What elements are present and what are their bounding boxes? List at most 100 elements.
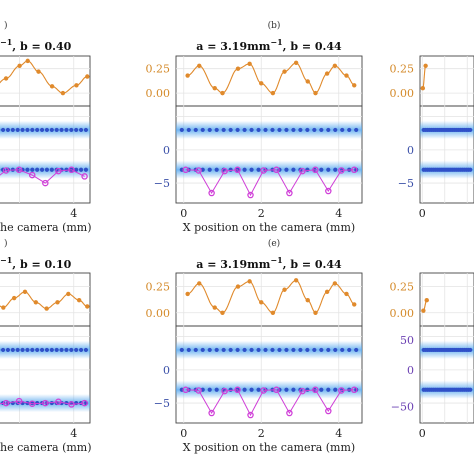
blue-data-point	[39, 347, 45, 353]
panel-label: )	[4, 20, 8, 31]
blue-data-point	[200, 127, 205, 133]
blue-data-point	[207, 127, 212, 133]
x-tick-label: 0	[180, 207, 187, 220]
blue-data-point	[20, 347, 25, 353]
top-subplot-frame	[419, 55, 474, 107]
orange-data-point	[220, 90, 225, 96]
title-part: , b = 0.10	[12, 258, 71, 271]
title-part: , b = 0.40	[12, 40, 71, 53]
magenta-data-point	[182, 386, 189, 394]
blue-data-point	[78, 167, 84, 172]
blue-data-point	[298, 347, 303, 353]
orange-data-point	[282, 287, 287, 292]
blue-data-point	[228, 127, 233, 133]
blue-data-point	[186, 127, 191, 133]
blue-band	[176, 120, 362, 139]
blue-data-point	[69, 127, 74, 133]
magenta-data-point	[247, 411, 254, 419]
blue-data-point	[249, 347, 254, 353]
blue-data-point	[221, 347, 226, 353]
orange-data-point	[220, 310, 225, 315]
blue-data-point	[319, 127, 324, 133]
blue-data-point	[49, 400, 54, 406]
orange-fit-line	[0, 291, 88, 310]
magenta-data-point	[195, 387, 202, 394]
blue-data-point	[242, 127, 247, 133]
x-tick-label: 0	[419, 427, 426, 440]
orange-data-point	[293, 278, 299, 283]
blue-data-point	[200, 347, 205, 353]
magenta-data-point	[2, 167, 10, 174]
blue-data-point	[291, 167, 296, 172]
magenta-data-point	[15, 397, 23, 405]
magenta-data-point	[68, 166, 75, 174]
blue-data-point	[54, 127, 59, 133]
blue-data-point	[263, 347, 268, 353]
blue-data-point	[83, 347, 89, 353]
blue-data-point	[242, 167, 247, 172]
y-tick-label-top: 0.25	[146, 63, 171, 76]
blue-data-point	[15, 347, 20, 353]
magenta-data-point	[208, 409, 215, 417]
y-tick-label-bottom: 0	[407, 144, 414, 157]
blue-data-point	[326, 347, 331, 353]
blue-data-point	[54, 347, 59, 353]
magenta-data-point	[208, 189, 215, 197]
orange-fit-line	[0, 60, 88, 94]
blue-data-point	[312, 347, 317, 353]
title-superscript: −1	[270, 255, 282, 265]
orange-data-point	[420, 86, 426, 91]
panel-label: (b)	[268, 20, 281, 31]
magenta-data-point	[81, 173, 88, 180]
blue-data-point	[44, 127, 50, 133]
y-tick-label-bottom: 0	[163, 144, 170, 157]
x-axis-label: X position on the camera (mm)	[183, 441, 355, 454]
magenta-data-point	[221, 387, 228, 395]
magenta-data-point	[260, 387, 267, 394]
magenta-data-point	[350, 386, 358, 394]
blue-data-point	[249, 387, 254, 392]
orange-data-point	[305, 79, 310, 84]
orange-data-point	[212, 305, 217, 310]
blue-data-point	[5, 127, 11, 133]
orange-data-point	[270, 310, 276, 315]
orange-data-point	[85, 304, 90, 309]
blue-data-point	[270, 127, 275, 133]
magenta-data-point	[195, 167, 202, 174]
top-subplot-frame	[175, 272, 363, 327]
blue-data-point	[284, 387, 289, 392]
blue-data-point	[35, 127, 40, 133]
orange-data-point	[74, 83, 79, 88]
orange-data-point	[270, 90, 276, 96]
magenta-fit-line	[0, 169, 85, 184]
magenta-data-point	[182, 166, 189, 174]
blue-data-point	[49, 127, 54, 133]
magenta-data-point	[325, 407, 332, 415]
orange-data-point	[11, 295, 17, 301]
magenta-fit-line	[185, 169, 355, 197]
blue-data-point	[326, 127, 331, 133]
blue-data-point	[333, 387, 338, 392]
blue-data-point	[30, 347, 35, 353]
bottom-subplot-frame	[175, 105, 363, 204]
blue-data-point	[277, 127, 282, 133]
blue-data-point	[64, 347, 69, 353]
blue-data-point	[35, 167, 40, 172]
orange-data-point	[235, 284, 241, 289]
orange-fit-line	[422, 65, 427, 89]
orange-data-point	[313, 90, 318, 96]
panel-label: (e)	[268, 238, 280, 249]
magenta-data-point	[234, 166, 241, 174]
blue-data-point	[207, 387, 212, 392]
blue-data-point	[78, 347, 84, 353]
blue-data-point	[25, 347, 30, 353]
blue-data-point	[214, 347, 219, 353]
magenta-data-point	[338, 387, 345, 394]
magenta-data-point	[2, 399, 10, 407]
blue-data-point	[25, 127, 30, 133]
magenta-data-point	[81, 399, 88, 407]
blue-data-point	[10, 347, 15, 353]
magenta-fit-line	[0, 400, 85, 405]
y-tick-label-top: 0.00	[390, 307, 415, 320]
